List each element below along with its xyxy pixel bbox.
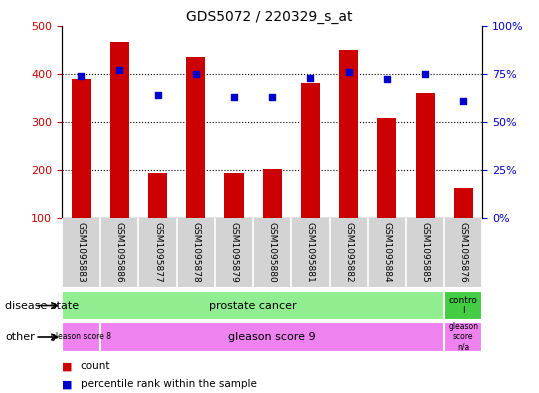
Bar bbox=[148, 173, 167, 218]
Text: GSM1095882: GSM1095882 bbox=[344, 222, 353, 282]
Bar bbox=[454, 188, 473, 218]
Bar bbox=[339, 50, 358, 218]
Point bbox=[344, 69, 353, 75]
Text: GSM1095883: GSM1095883 bbox=[77, 222, 86, 282]
Text: gleason
score
n/a: gleason score n/a bbox=[448, 322, 478, 352]
Text: GSM1095876: GSM1095876 bbox=[459, 222, 468, 282]
Text: ■: ■ bbox=[62, 361, 72, 371]
Text: percentile rank within the sample: percentile rank within the sample bbox=[81, 379, 257, 389]
Point bbox=[77, 72, 85, 79]
Text: GSM1095877: GSM1095877 bbox=[153, 222, 162, 282]
Text: GSM1095885: GSM1095885 bbox=[420, 222, 430, 282]
Text: GSM1095880: GSM1095880 bbox=[268, 222, 277, 282]
Bar bbox=[110, 42, 129, 218]
Bar bbox=[377, 118, 396, 218]
Bar bbox=[224, 173, 244, 218]
Point bbox=[459, 97, 468, 104]
Text: GSM1095879: GSM1095879 bbox=[230, 222, 238, 282]
Text: ■: ■ bbox=[62, 379, 72, 389]
Bar bbox=[186, 57, 205, 218]
Text: other: other bbox=[5, 332, 35, 342]
Text: GDS5072 / 220329_s_at: GDS5072 / 220329_s_at bbox=[186, 10, 353, 24]
Text: prostate cancer: prostate cancer bbox=[209, 301, 297, 310]
Point bbox=[191, 70, 200, 77]
Text: disease state: disease state bbox=[5, 301, 80, 310]
Point bbox=[115, 67, 123, 73]
Point bbox=[268, 94, 277, 100]
Bar bbox=[100, 322, 444, 352]
Text: GSM1095878: GSM1095878 bbox=[191, 222, 201, 282]
Text: GSM1095886: GSM1095886 bbox=[115, 222, 124, 282]
Text: GSM1095881: GSM1095881 bbox=[306, 222, 315, 282]
Bar bbox=[72, 79, 91, 218]
Bar bbox=[301, 83, 320, 218]
Bar bbox=[444, 322, 482, 352]
Text: GSM1095884: GSM1095884 bbox=[382, 222, 391, 282]
Text: contro
l: contro l bbox=[449, 296, 478, 315]
Point bbox=[421, 70, 430, 77]
Text: gleason score 8: gleason score 8 bbox=[51, 332, 111, 342]
Text: count: count bbox=[81, 361, 110, 371]
Bar bbox=[444, 291, 482, 320]
Point bbox=[230, 94, 238, 100]
Point bbox=[383, 76, 391, 83]
Text: gleason score 9: gleason score 9 bbox=[229, 332, 316, 342]
Point bbox=[306, 74, 315, 81]
Bar bbox=[262, 169, 282, 218]
Bar bbox=[416, 93, 434, 218]
Bar bbox=[62, 322, 100, 352]
Point bbox=[153, 92, 162, 98]
